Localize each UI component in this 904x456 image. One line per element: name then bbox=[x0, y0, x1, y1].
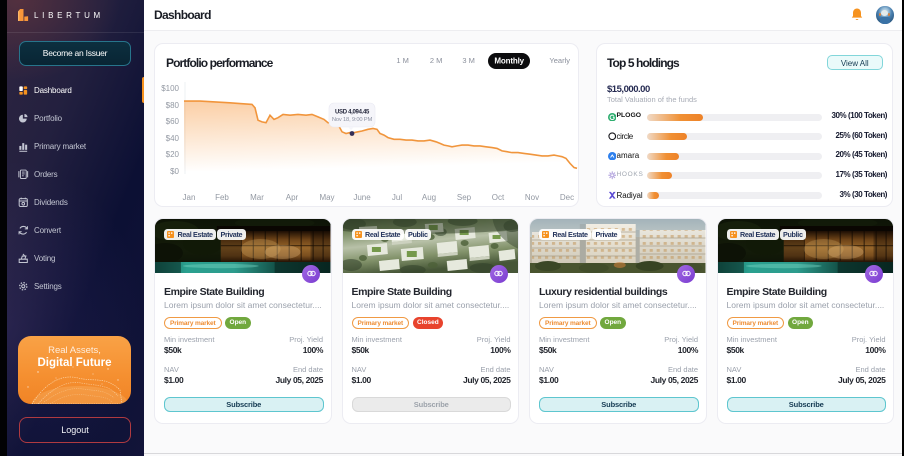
svg-text:Nov: Nov bbox=[525, 193, 539, 202]
svg-text:$100: $100 bbox=[161, 84, 179, 93]
svg-text:$20: $20 bbox=[166, 150, 180, 159]
svg-text:Dec: Dec bbox=[560, 193, 574, 202]
svg-text:$60: $60 bbox=[166, 117, 180, 126]
svg-text:Jul: Jul bbox=[392, 193, 402, 202]
svg-text:Oct: Oct bbox=[492, 193, 505, 202]
svg-text:Feb: Feb bbox=[215, 193, 229, 202]
svg-text:Apr: Apr bbox=[286, 193, 299, 202]
svg-text:Aug: Aug bbox=[422, 193, 436, 202]
svg-text:May: May bbox=[319, 193, 334, 202]
svg-text:USD 4,094.45: USD 4,094.45 bbox=[335, 110, 370, 116]
svg-text:$80: $80 bbox=[166, 101, 180, 110]
svg-text:Sep: Sep bbox=[457, 193, 472, 202]
svg-text:$0: $0 bbox=[170, 167, 179, 176]
svg-text:June: June bbox=[353, 193, 371, 202]
svg-text:Jan: Jan bbox=[183, 193, 196, 202]
svg-text:Mar: Mar bbox=[250, 193, 264, 202]
svg-text:$40: $40 bbox=[166, 134, 180, 143]
svg-text:Nov 18, 9:00 PM: Nov 18, 9:00 PM bbox=[332, 117, 373, 123]
